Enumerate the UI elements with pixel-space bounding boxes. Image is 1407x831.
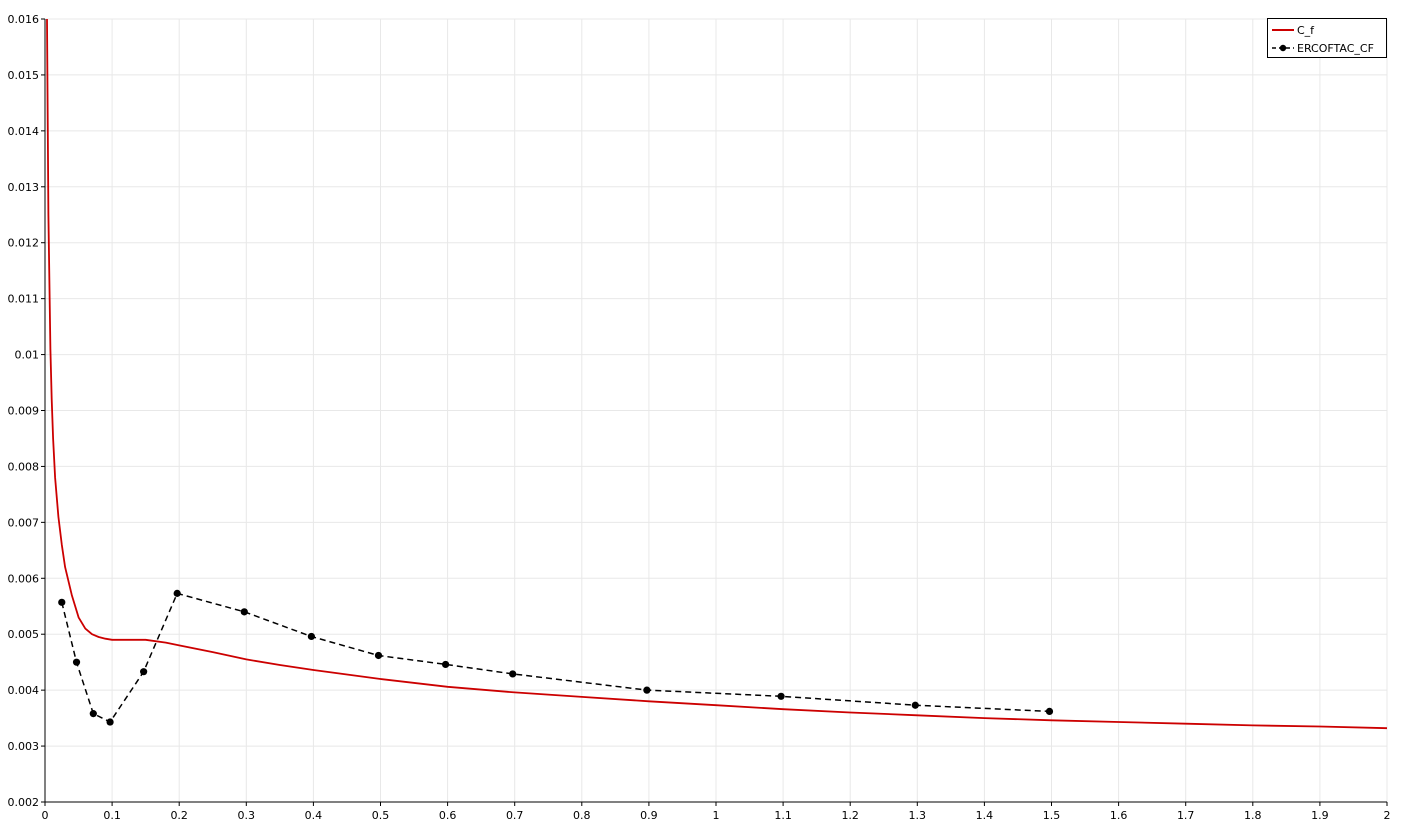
- data-point-ercoftac-cf: [89, 710, 97, 718]
- x-tick-label: 0: [42, 809, 49, 822]
- x-tick-label: 1.7: [1177, 809, 1195, 822]
- x-tick-label: 0.9: [640, 809, 658, 822]
- y-tick-label: 0.007: [8, 516, 40, 529]
- legend-label-ercoftac: ERCOFTAC_CF: [1297, 41, 1374, 55]
- data-point-ercoftac-cf: [1045, 707, 1054, 715]
- grid-lines: [44, 18, 1388, 803]
- series-layer: [46, 18, 1388, 730]
- y-tick-label: 0.004: [8, 684, 40, 697]
- x-tick-label: 2: [1384, 809, 1391, 822]
- legend-swatch-ercoftac: [1272, 44, 1294, 52]
- legend-entry-cf: C_f: [1268, 21, 1314, 39]
- data-point-ercoftac-cf: [509, 670, 517, 678]
- data-point-ercoftac-cf: [140, 668, 148, 676]
- data-point-ercoftac-cf: [106, 718, 114, 726]
- legend-entry-ercoftac: ERCOFTAC_CF: [1268, 39, 1374, 57]
- x-tick-label: 1.4: [976, 809, 994, 822]
- legend: C_f ERCOFTAC_CF: [1267, 18, 1387, 58]
- x-tick-label: 0.5: [372, 809, 390, 822]
- legend-swatch-cf: [1272, 29, 1294, 31]
- y-tick-label: 0.01: [15, 349, 40, 362]
- y-tick-label: 0.005: [8, 628, 40, 641]
- x-tick-label: 1.1: [774, 809, 792, 822]
- y-tick-label: 0.002: [8, 796, 40, 809]
- y-tick-label: 0.014: [8, 125, 40, 138]
- x-axis-ticks: 0 0.1 0.2 0.3 0.4 0.5 0.6 0.7 0.8 0.9 1 1.1 1.2 1.3 1.…: [42, 802, 1391, 822]
- x-tick-label: 1.5: [1043, 809, 1061, 822]
- x-tick-label: 1.9: [1311, 809, 1329, 822]
- y-tick-label: 0.015: [8, 69, 40, 82]
- y-tick-label: 0.016: [8, 13, 40, 26]
- x-tick-label: 0.7: [506, 809, 524, 822]
- x-tick-label: 0.4: [305, 809, 323, 822]
- data-point-ercoftac-cf: [173, 589, 181, 597]
- y-tick-label: 0.013: [8, 181, 40, 194]
- y-tick-label: 0.009: [8, 405, 40, 418]
- data-point-ercoftac-cf: [240, 608, 248, 616]
- data-point-ercoftac-cf: [441, 660, 450, 669]
- series-line-ercoftac-cf: [61, 592, 1050, 723]
- x-tick-label: 1.6: [1110, 809, 1128, 822]
- y-axis-ticks: 0.002 0.003 0.004 0.005 0.006 0.007 0.008 0.009…: [8, 13, 45, 809]
- data-point-ercoftac-cf: [777, 692, 785, 700]
- x-tick-label: 1: [713, 809, 720, 822]
- y-tick-label: 0.003: [8, 740, 40, 753]
- y-tick-label: 0.011: [8, 293, 40, 306]
- data-point-ercoftac-cf: [307, 632, 315, 641]
- series-line-c-f: [46, 18, 1388, 730]
- y-tick-label: 0.008: [8, 460, 40, 473]
- x-tick-label: 0.8: [573, 809, 591, 822]
- x-tick-label: 0.6: [439, 809, 457, 822]
- y-tick-label: 0.012: [8, 237, 40, 250]
- y-tick-label: 0.006: [8, 572, 40, 585]
- x-tick-label: 1.8: [1244, 809, 1262, 822]
- x-tick-label: 1.2: [841, 809, 859, 822]
- x-tick-label: 1.3: [909, 809, 927, 822]
- data-point-ercoftac-cf: [58, 598, 66, 606]
- x-tick-label: 0.2: [170, 809, 188, 822]
- data-point-ercoftac-cf: [72, 658, 81, 666]
- x-tick-label: 0.1: [103, 809, 121, 822]
- x-tick-label: 0.3: [238, 809, 256, 822]
- data-point-ercoftac-cf: [911, 701, 919, 709]
- data-point-ercoftac-cf: [374, 651, 383, 660]
- data-point-ercoftac-cf: [643, 686, 651, 694]
- legend-label-cf: C_f: [1297, 23, 1315, 37]
